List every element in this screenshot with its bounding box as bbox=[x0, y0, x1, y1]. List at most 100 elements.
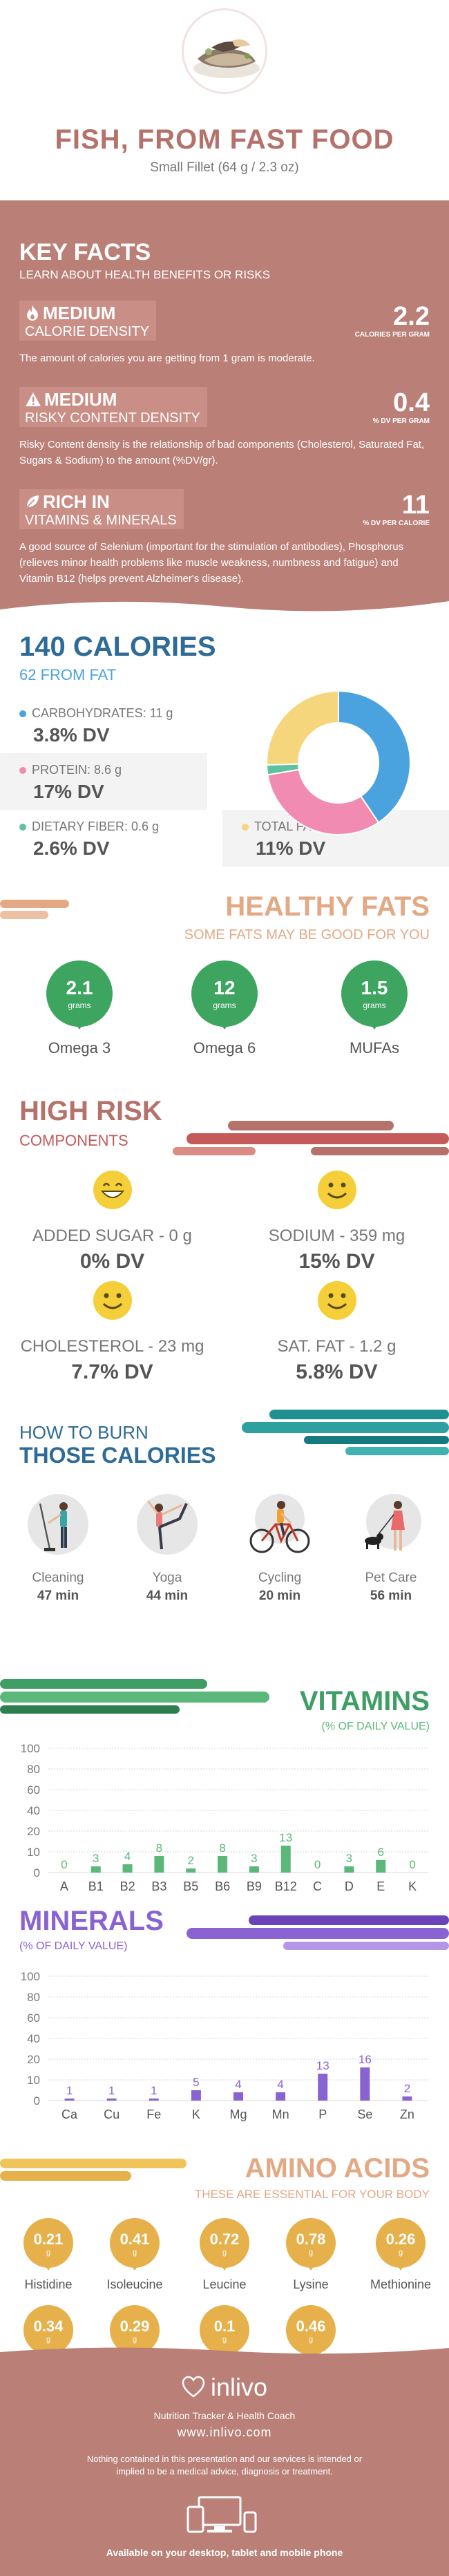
activity-name: Cycling bbox=[258, 1571, 302, 1585]
bar-Fe bbox=[149, 2099, 159, 2101]
x-tick-label: B1 bbox=[88, 1879, 104, 1893]
fat-omega-6: 12 grams Omega 6 bbox=[169, 960, 280, 1057]
bar-value-label: 2 bbox=[188, 1854, 194, 1867]
activity-minutes: 47 min bbox=[37, 1589, 79, 1603]
fat-name: Omega 3 bbox=[48, 1039, 111, 1057]
amino-bubble: 0.46 g bbox=[286, 2305, 336, 2358]
x-tick-label: P bbox=[318, 2108, 327, 2121]
amino-bubble: 0.41 g bbox=[110, 2218, 160, 2271]
website-link[interactable]: www.inlivo.com bbox=[177, 2425, 272, 2439]
x-tick-label: Zn bbox=[400, 2108, 414, 2121]
x-tick-label: Fe bbox=[146, 2108, 161, 2121]
header-wave bbox=[0, 202, 449, 228]
amino-unit: g bbox=[398, 2248, 403, 2257]
leaf-icon bbox=[26, 495, 39, 508]
legend-dot bbox=[19, 823, 26, 831]
bar-value-label: 1 bbox=[108, 2084, 115, 2097]
decor-stripes bbox=[242, 1410, 449, 1455]
yoga-icon bbox=[137, 1494, 198, 1555]
x-tick-label: A bbox=[60, 1879, 68, 1893]
activity-minutes: 56 min bbox=[370, 1589, 412, 1603]
x-tick-label: Ca bbox=[61, 2108, 78, 2121]
fact-description: Risky Content density is the relationshi… bbox=[19, 439, 425, 466]
smile-face-icon bbox=[317, 1281, 356, 1320]
macro-donut-chart bbox=[266, 690, 411, 835]
amino-name: Leucine bbox=[202, 2277, 247, 2291]
activity-name: Cleaning bbox=[32, 1571, 84, 1585]
fat-name: Omega 6 bbox=[193, 1039, 256, 1057]
amino-acid-item: 0.72 g Leucine bbox=[180, 2218, 269, 2292]
fact-value: 0.4 bbox=[393, 388, 430, 417]
bar-B1 bbox=[90, 1866, 101, 1873]
high-risk-subtitle: COMPONENTS bbox=[19, 1132, 128, 1149]
footer: inlivo Nutrition Tracker & Health Coach … bbox=[0, 2347, 449, 2576]
amino-value: 0.78 bbox=[296, 2231, 326, 2248]
fact-value: 2.2 bbox=[393, 302, 430, 331]
fact-pill: MEDIUM RISKY CONTENT DENSITY bbox=[19, 387, 207, 427]
fat-mufas: 1.5 grams MUFAs bbox=[319, 960, 430, 1057]
x-tick-label: K bbox=[192, 2108, 200, 2121]
bar-value-label: 3 bbox=[93, 1852, 99, 1865]
bar-value-label: 0 bbox=[409, 1858, 415, 1871]
fat-bubble: 12 grams bbox=[191, 960, 258, 1030]
macro-label: PROTEIN: 8.6 g bbox=[32, 763, 122, 777]
decor-stripes bbox=[187, 1915, 449, 1950]
risk-added-sugar: ADDED SUGAR - 0 g 0% DV bbox=[0, 1169, 224, 1273]
x-tick-label: B6 bbox=[215, 1879, 230, 1893]
y-tick-label: 80 bbox=[27, 1763, 40, 1776]
bar-value-label: 8 bbox=[219, 1841, 225, 1855]
fact-unit: CALORIES PER GRAM bbox=[354, 331, 430, 339]
macro-fiber: DIETARY FIBER: 0.6 g 2.6% DV bbox=[0, 810, 207, 866]
bar-value-label: 0 bbox=[314, 1858, 321, 1871]
fat-value: 2.1 bbox=[66, 977, 93, 998]
fact-label: CALORIE DENSITY bbox=[25, 324, 150, 339]
bar-Mn bbox=[276, 2092, 286, 2101]
x-tick-label: B9 bbox=[247, 1879, 262, 1893]
bar-value-label: 1 bbox=[151, 2084, 157, 2097]
y-tick-label: 100 bbox=[21, 1742, 40, 1755]
cycling-icon bbox=[249, 1494, 310, 1553]
serving-size: Small Fillet (64 g / 2.3 oz) bbox=[150, 160, 299, 175]
x-tick-label: B3 bbox=[151, 1879, 166, 1893]
devices-icon bbox=[187, 2496, 257, 2533]
fact-unit: % DV PER CALORIE bbox=[363, 520, 430, 527]
amino-acid-item: 0.41 g Isoleucine bbox=[90, 2218, 180, 2292]
amino-bubble: 0.21 g bbox=[23, 2218, 73, 2271]
amino-unit: g bbox=[222, 2336, 227, 2344]
healthy-fats-subtitle: SOME FATS MAY BE GOOD FOR YOU bbox=[184, 927, 430, 943]
cleaning-icon bbox=[28, 1494, 88, 1555]
bar-B2 bbox=[122, 1864, 133, 1873]
y-tick-label: 20 bbox=[27, 2053, 40, 2066]
bar-value-label: 3 bbox=[346, 1852, 352, 1865]
risk-dv: 5.8% DV bbox=[296, 1361, 378, 1383]
fat-unit: grams bbox=[363, 1001, 386, 1010]
high-risk-title: HIGH RISK bbox=[19, 1096, 162, 1126]
bar-B9 bbox=[249, 1866, 259, 1873]
macro-dv: 2.6% DV bbox=[33, 837, 110, 859]
vitamins-title: VITAMINS bbox=[299, 1686, 430, 1716]
amino-name: Histidine bbox=[24, 2277, 73, 2291]
minerals-bar-chart: 0 10 20 40 60 80 100 1 Ca 1 Cu 1 Fe 5 K 4 Mg 4 Mn 13 P 16 Se 2 Z… bbox=[21, 1970, 428, 2121]
donut-slice-1 bbox=[267, 768, 380, 835]
disclaimer: Nothing contained in this presentation a… bbox=[86, 2454, 363, 2476]
bar-value-label: 2 bbox=[404, 2082, 410, 2095]
bar-K bbox=[191, 2090, 201, 2101]
brand-logo: inlivo bbox=[0, 2373, 449, 2402]
decor-stripes bbox=[0, 2159, 187, 2181]
risk-saturated-fat: SAT. FAT - 1.2 g 5.8% DV bbox=[224, 1280, 449, 1384]
healthy-fats-title: HEALTHY FATS bbox=[225, 891, 430, 922]
amino-unit: g bbox=[46, 2336, 51, 2344]
x-tick-label: Cu bbox=[104, 2108, 120, 2121]
macro-protein: PROTEIN: 8.6 g 17% DV bbox=[0, 753, 207, 810]
x-tick-label: B5 bbox=[183, 1879, 198, 1893]
burn-calories-section: HOW TO BURN THOSE CALORIES Cleaning 47 m… bbox=[0, 1410, 449, 1679]
fact-value: 11 bbox=[401, 491, 430, 520]
bar-value-label: 0 bbox=[61, 1858, 67, 1871]
bar-value-label: 6 bbox=[378, 1846, 384, 1859]
x-tick-label: Se bbox=[357, 2108, 372, 2121]
vitamins-bar-chart: 010204060801000A3B14B28B32B58B63B913B120… bbox=[21, 1742, 428, 1893]
y-tick-label: 0 bbox=[34, 1866, 40, 1879]
bar-B5 bbox=[186, 1868, 196, 1873]
bar-Mg bbox=[233, 2092, 243, 2101]
